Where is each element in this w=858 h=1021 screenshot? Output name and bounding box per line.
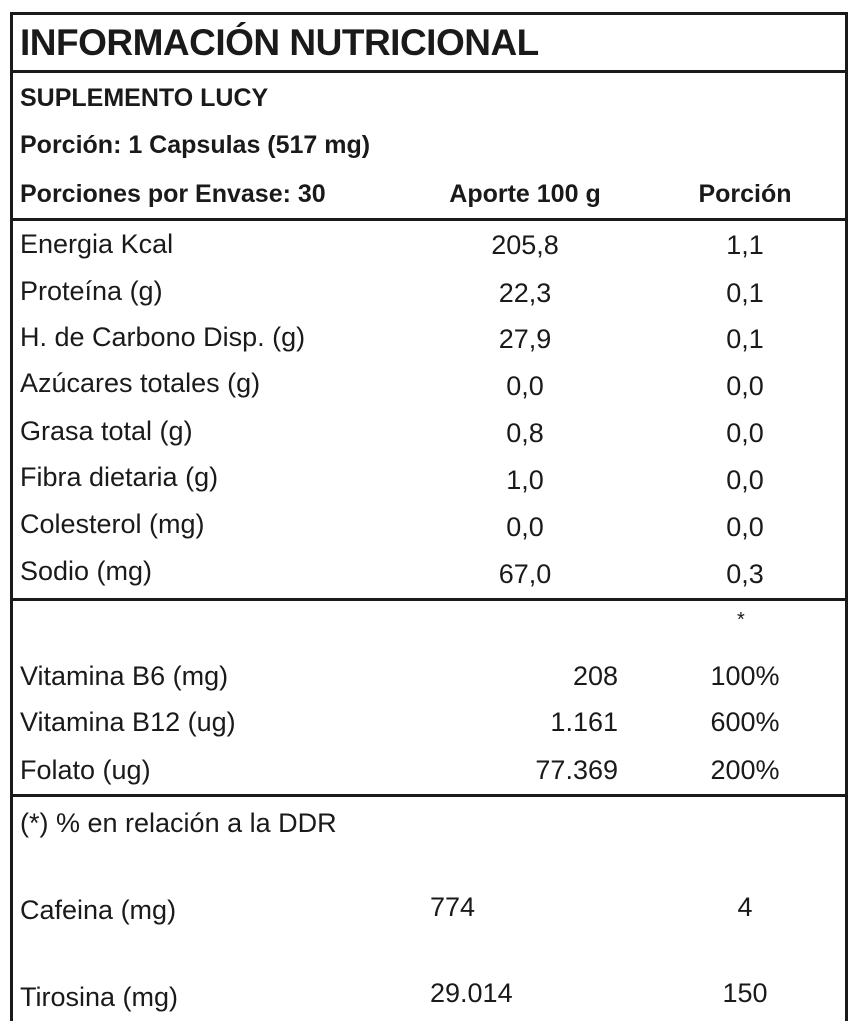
nutrient-label: Azúcares totales (g): [20, 368, 261, 398]
nutrient-label: H. de Carbono Disp. (g): [20, 322, 306, 352]
vitamin-label: Folato (ug): [20, 755, 151, 785]
nutrient-label: Sodio (mg): [20, 556, 153, 586]
extra-value: 29.014: [430, 978, 513, 1008]
ddr-footnote: (*) % en relación a la DDR: [20, 808, 337, 838]
nutrient-value-portion: 0,3: [726, 559, 764, 589]
nutrient-value-portion: 0,0: [726, 418, 764, 448]
column-header-portion: Porción: [698, 180, 792, 208]
nutrient-value-100g: 205,8: [491, 230, 559, 260]
nutrient-value-portion: 0,0: [726, 371, 764, 401]
extra-value: 774: [430, 892, 476, 922]
serving-size: Porción: 1 Capsulas (517 mg): [20, 131, 371, 159]
nutrient-value-100g: 0,8: [506, 418, 544, 448]
product-name: SUPLEMENTO LUCY: [20, 84, 269, 112]
vitamin-label: Vitamina B6 (mg): [20, 661, 229, 691]
nutrient-value-portion: 1,1: [726, 230, 764, 260]
extra-portion: 150: [722, 978, 768, 1008]
extra-label: Tirosina (mg): [20, 982, 179, 1012]
nutrient-label: Proteína (g): [20, 276, 163, 306]
vitamin-percent: 200%: [710, 755, 780, 785]
nutrition-label-panel: [10, 12, 848, 1021]
extra-label: Cafeina (mg): [20, 895, 177, 925]
nutrient-label: Grasa total (g): [20, 416, 193, 446]
nutrient-value-portion: 0,1: [726, 278, 764, 308]
column-header-100g: Aporte 100 g: [449, 180, 601, 208]
rule-under-header: [10, 218, 848, 221]
nutrient-value-100g: 1,0: [506, 465, 544, 495]
nutrient-value-100g: 0,0: [506, 512, 544, 542]
nutrient-value-100g: 27,9: [498, 324, 552, 354]
vitamin-value: 77.369: [535, 755, 618, 785]
nutrient-value-100g: 22,3: [498, 278, 552, 308]
extra-portion: 4: [737, 892, 753, 922]
nutrient-value-100g: 67,0: [498, 559, 552, 589]
nutrient-value-portion: 0,0: [726, 512, 764, 542]
ddr-asterisk: *: [737, 609, 745, 631]
vitamin-percent: 100%: [710, 661, 780, 691]
label-title: INFORMACIÓN NUTRICIONAL: [20, 22, 539, 63]
nutrient-label: Colesterol (mg): [20, 509, 205, 539]
servings-per-container: Porciones por Envase: 30: [20, 180, 326, 208]
rule-under-vitamins: [10, 794, 848, 797]
vitamin-percent: 600%: [710, 707, 780, 737]
nutrient-label: Fibra dietaria (g): [20, 462, 219, 492]
vitamin-value: 208: [572, 661, 618, 691]
nutrient-value-portion: 0,0: [726, 465, 764, 495]
vitamin-value: 1.161: [550, 707, 618, 737]
rule-under-nutrients: [10, 598, 848, 601]
rule-under-title: [10, 70, 848, 73]
nutrient-value-portion: 0,1: [726, 324, 764, 354]
nutrient-value-100g: 0,0: [506, 371, 544, 401]
nutrient-label: Energia Kcal: [20, 229, 174, 259]
vitamin-label: Vitamina B12 (ug): [20, 707, 236, 737]
